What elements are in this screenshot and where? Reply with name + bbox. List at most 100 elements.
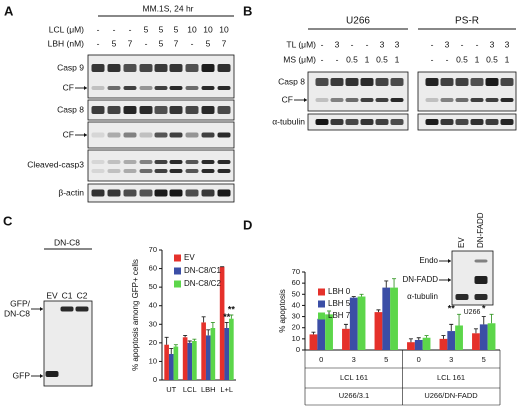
band [500,78,514,86]
lane-label: 3 [490,39,495,49]
lane-label: 10 [219,24,229,34]
arrow-head [40,374,43,378]
y-tick-label: 60 [149,264,157,273]
band [500,119,514,125]
bar [374,312,383,350]
bar [187,342,193,380]
band [201,132,215,138]
bar [349,297,358,350]
annotation: ** [223,312,231,322]
band [107,132,121,138]
bar [192,341,197,380]
lane-label: - [476,39,479,49]
cell-label: U266 [464,309,481,316]
error-bar [473,328,478,334]
bar [182,337,188,380]
lane-label: 5 [159,24,164,34]
error-bar [169,347,174,354]
error-bar [229,314,234,319]
band [107,106,121,114]
bar [224,328,230,380]
error-bar [449,323,454,332]
band [154,169,168,173]
panel-letter: D [243,217,252,232]
legend-swatch [318,288,325,296]
lane-label: - [336,54,339,64]
y-axis-label: % apoptosis [278,289,287,333]
band [154,64,168,72]
band [185,160,199,164]
group-xlabel: LCL 161 [437,373,465,382]
bar [164,344,169,380]
lane-label: - [461,39,464,49]
x-tick-label: LBH [201,385,216,394]
lane-label: 1 [505,54,510,64]
band [201,160,215,164]
error-bar [359,293,364,297]
y-tick-label: 30 [149,319,157,328]
annotation: * [482,304,486,314]
lane-label: 0.5 [486,54,498,64]
bar [439,338,448,350]
bar [168,354,174,380]
band [375,98,389,102]
x-tick-label: LCL [183,385,197,394]
band [75,306,89,312]
lane-label: 3 [335,39,340,49]
group-xlabel: LCL 161 [340,373,368,382]
bar [342,328,350,350]
lane-label: 7 [128,38,133,48]
y-tick-label: 0 [296,345,300,354]
group-name: U266/3.1 [339,391,369,400]
condition-label: MS (μM) [283,54,316,64]
bar [229,318,234,380]
legend-swatch [174,254,181,262]
y-tick-label: 60 [292,278,300,287]
band [217,86,231,90]
row-label: DN-C8 [4,308,30,318]
y-tick-label: 40 [149,301,157,310]
bar [205,335,211,380]
band [330,119,344,125]
band [425,98,439,102]
row-label: Cleaved-casp3 [27,159,84,169]
blot [417,71,517,112]
error-bar [224,321,229,328]
panel-letter: A [4,3,14,18]
band [440,98,454,102]
error-bar [441,335,446,339]
row-label: Casp 9 [57,62,84,72]
annotation: ** [228,304,236,314]
lane-label: 5 [144,24,149,34]
band [201,169,215,173]
row-label: CF [63,129,74,139]
band [345,98,359,102]
band [185,106,199,114]
row-label: α-tubulin [407,292,438,301]
error-bar [424,335,429,338]
band [360,98,374,102]
band [123,169,137,173]
band [455,98,469,102]
band [440,78,454,86]
y-tick-label: 70 [149,245,157,254]
band [185,132,199,138]
lane-label: 7 [222,38,227,48]
row-label: CF [63,82,74,92]
row-label: CF [282,94,293,104]
arrow-head [84,86,87,90]
band [169,160,183,164]
band [330,98,344,102]
blot [87,54,235,99]
band [201,189,215,197]
legend-label: LBH 5 [328,299,351,308]
error-bar [187,340,192,343]
error-bar [392,278,397,288]
lane-label: 1 [475,54,480,64]
x-tick-label: 3 [352,355,356,364]
lane-label: 3 [445,39,450,49]
lane-label: 5 [159,38,164,48]
band [390,78,404,86]
lane-label: - [446,54,449,64]
band [154,160,168,164]
